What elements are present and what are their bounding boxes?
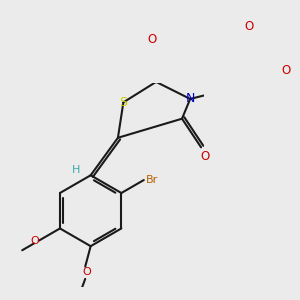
- Text: O: O: [147, 33, 157, 46]
- Text: O: O: [281, 64, 290, 77]
- Text: O: O: [30, 236, 39, 246]
- Text: H: H: [71, 165, 80, 175]
- Text: Br: Br: [146, 175, 158, 185]
- Text: O: O: [82, 267, 91, 277]
- Text: O: O: [201, 150, 210, 164]
- Text: O: O: [244, 20, 254, 33]
- Text: S: S: [119, 96, 128, 109]
- Text: N: N: [185, 92, 195, 105]
